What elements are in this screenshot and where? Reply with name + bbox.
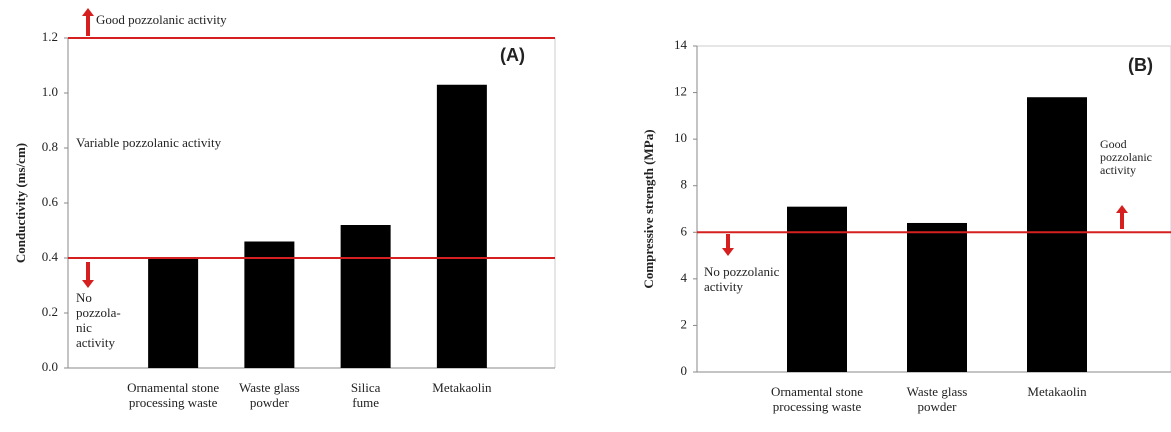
- x-tick-label: Waste glass powder: [239, 380, 300, 410]
- y-tick-label: 14: [674, 37, 688, 52]
- x-tick-label: Silica fume: [350, 380, 381, 410]
- bar: [1027, 97, 1087, 372]
- x-tick-label: Waste glass powder: [906, 384, 968, 414]
- y-tick-label: 1.0: [42, 84, 58, 99]
- bar: [340, 225, 391, 368]
- y-tick-label: 6: [681, 223, 688, 238]
- y-tick-label: 4: [681, 270, 688, 285]
- y-tick-label: 0.8: [42, 139, 58, 154]
- y-tick-label: 0.2: [42, 304, 58, 319]
- x-tick-label: Ornamental stone processing waste: [770, 384, 864, 414]
- annotation: Good pozzolanic activity: [96, 12, 227, 27]
- y-tick-label: 1.2: [42, 29, 58, 44]
- y-tick-label: 0.6: [42, 194, 59, 209]
- annotation: No pozzola- nic activity: [76, 290, 121, 350]
- y-axis-label: Conductivity (ms/cm): [13, 143, 28, 263]
- y-tick-label: 2: [681, 316, 688, 331]
- annotation: Good pozzolanic activity: [1100, 137, 1152, 177]
- y-tick-label: 12: [674, 84, 687, 99]
- y-tick-label: 0.0: [42, 359, 58, 374]
- annotation: (A): [500, 45, 525, 65]
- y-tick-label: 0: [681, 363, 688, 378]
- annotation: (B): [1128, 55, 1153, 75]
- x-tick-label: Ornamental stone processing waste: [127, 380, 220, 410]
- arrow-up: [82, 8, 94, 36]
- bar: [148, 258, 199, 368]
- annotation: Variable pozzolanic activity: [76, 135, 222, 150]
- x-tick-label: Metakaolin: [1027, 384, 1087, 399]
- bar: [436, 84, 487, 368]
- y-tick-label: 0.4: [42, 249, 59, 264]
- arrows: [82, 8, 1128, 288]
- annotation: No pozzolanic activity: [704, 264, 780, 294]
- bar: [787, 206, 847, 372]
- y-axis-label: Compressive strength (MPa): [641, 129, 656, 288]
- arrow-down: [722, 234, 734, 256]
- x-tick-label: Metakaolin: [432, 380, 492, 395]
- arrow-down: [82, 262, 94, 288]
- arrow-up: [1116, 205, 1128, 229]
- y-tick-label: 8: [681, 177, 688, 192]
- bar: [244, 241, 295, 368]
- bar: [907, 222, 967, 372]
- y-tick-label: 10: [674, 130, 687, 145]
